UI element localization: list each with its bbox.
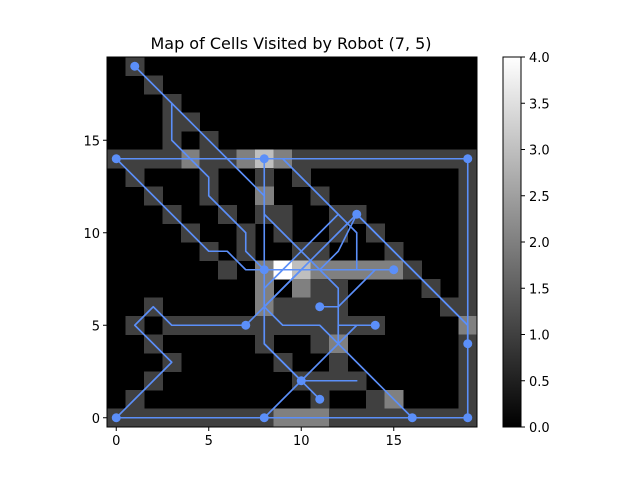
y-tick-label: 0 (92, 412, 100, 427)
robot-stop-marker (463, 339, 473, 349)
robot-stop-marker (259, 265, 269, 275)
colorbar-ticks: 0.0 0.5 1.0 1.5 2.0 2.5 3.0 3.5 4.0 (521, 51, 550, 436)
robot-stop-marker (370, 320, 380, 330)
robot-path-line (263, 213, 358, 382)
robot-stop-marker (111, 154, 121, 164)
x-tick-label: 5 (205, 434, 213, 449)
heatmap-cell (292, 297, 311, 317)
robot-stop-marker (296, 376, 306, 386)
robot-stop-marker (111, 413, 121, 423)
robot-stop-marker (130, 61, 140, 71)
heatmap-cell (273, 297, 293, 317)
x-tick-label: 10 (293, 434, 310, 449)
robot-path-line (116, 157, 469, 419)
robot-path-line (319, 268, 394, 308)
y-tick-label: 5 (92, 319, 100, 334)
heatmap-cell (273, 205, 293, 224)
robot-path-line (115, 158, 265, 271)
robot-stop-marker (352, 209, 362, 219)
robot-stop-marker (315, 302, 325, 312)
heatmap-cell (366, 390, 385, 409)
colorbar-tick-label: 2.0 (529, 236, 550, 251)
robot-markers (111, 61, 473, 423)
colorbar-tick-label: 1.0 (529, 329, 550, 344)
heatmap-cell (218, 260, 237, 280)
heatmap-cell (329, 353, 348, 372)
y-tick-label: 15 (83, 134, 100, 149)
robot-paths (115, 65, 469, 419)
colorbar-tick-label: 0.5 (529, 375, 550, 390)
robot-path-line (356, 213, 469, 344)
robot-path-line (263, 213, 376, 345)
robot-stop-marker (241, 320, 251, 330)
colorbar (502, 56, 522, 428)
robot-path-line (134, 65, 394, 271)
colorbar-tick-label: 2.5 (529, 190, 550, 205)
heatmap-cell (310, 334, 330, 354)
robot-stop-marker (259, 154, 269, 164)
plot-frame (106, 56, 478, 428)
y-tick-label: 10 (83, 227, 100, 242)
robot-path-line (263, 324, 376, 419)
robot-stop-marker (407, 413, 417, 423)
robot-stop-marker (463, 413, 473, 423)
heatmap-cell (292, 279, 311, 298)
robot-stop-marker (259, 413, 269, 423)
x-axis-ticks: 0 5 10 15 (112, 427, 402, 449)
robot-stop-marker (463, 154, 473, 164)
colorbar-tick-label: 0.0 (529, 421, 550, 436)
robot-stop-marker (315, 394, 325, 404)
colorbar-tick-label: 3.5 (529, 97, 550, 112)
robot-stop-marker (389, 265, 399, 275)
x-tick-label: 15 (385, 434, 402, 449)
x-tick-label: 0 (112, 434, 120, 449)
colorbar-tick-label: 3.0 (529, 144, 550, 159)
y-axis-ticks: 0 5 10 15 (83, 134, 107, 427)
colorbar-tick-label: 4.0 (529, 51, 550, 66)
heatmap-cell (310, 279, 330, 298)
colorbar-tick-label: 1.5 (529, 282, 550, 297)
chart-title: Map of Cells Visited by Robot (7, 5) (150, 34, 431, 53)
